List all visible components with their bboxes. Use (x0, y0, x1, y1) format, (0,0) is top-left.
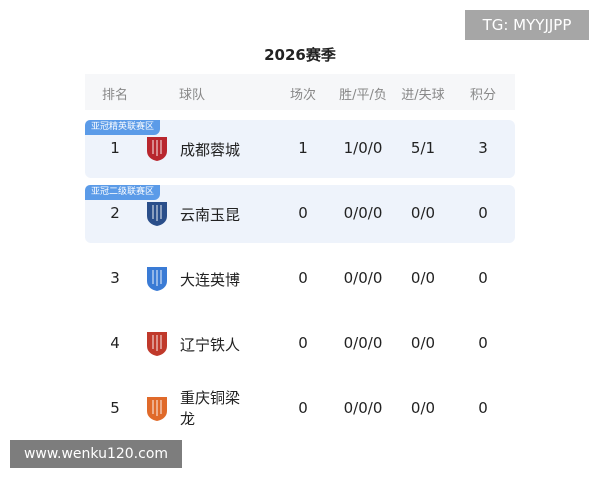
points: 0 (478, 334, 488, 352)
table-row[interactable]: 4 辽宁铁人 0 0/0/0 0/0 0 (85, 315, 515, 373)
points: 0 (478, 399, 488, 417)
rank: 3 (110, 269, 120, 287)
watermark-top: TG: MYYJJPP (465, 10, 589, 40)
zone-tag: 亚冠精英联赛区 (85, 120, 161, 135)
played: 0 (298, 334, 308, 352)
team-name[interactable]: 大连英博 (180, 271, 241, 289)
goals: 0/0 (410, 399, 436, 417)
header-wdl: 胜/平/负 (339, 88, 387, 103)
yunnan-yukun-crest-icon (147, 202, 167, 226)
liaoning-tieren-crest-icon (147, 332, 167, 356)
rank: 5 (110, 399, 120, 417)
goals: 0/0 (410, 269, 436, 287)
played: 1 (298, 139, 308, 157)
team-name[interactable]: 辽宁铁人 (180, 336, 241, 354)
played: 0 (298, 269, 308, 287)
points: 0 (478, 204, 488, 222)
table-row[interactable]: 亚冠二级联赛区 2 云南玉昆 0 0/0/0 0/0 0 (85, 185, 515, 243)
rank: 2 (110, 204, 120, 222)
wdl: 0/0/0 (343, 334, 383, 352)
header-rank: 排名 (101, 88, 129, 103)
points: 0 (478, 269, 488, 287)
header-goals: 进/失球 (401, 88, 445, 103)
zone-tag: 亚冠二级联赛区 (85, 185, 161, 200)
wdl: 0/0/0 (343, 399, 383, 417)
chengdu-rongcheng-crest-icon (147, 137, 167, 161)
header-team: 球队 (178, 88, 206, 103)
chongqing-tongliang-crest-icon (147, 397, 167, 421)
goals: 0/0 (410, 204, 436, 222)
table-header: 排名 球队 场次 胜/平/负 进/失球 积分 (85, 74, 515, 110)
team-name[interactable]: 云南玉昆 (180, 206, 241, 224)
table-row[interactable]: 3 大连英博 0 0/0/0 0/0 0 (85, 250, 515, 308)
table-row[interactable]: 5 重庆铜梁龙 0 0/0/0 0/0 0 (85, 380, 515, 438)
wdl: 0/0/0 (343, 204, 383, 222)
points: 3 (478, 139, 488, 157)
team-name[interactable]: 重庆铜梁龙 (180, 389, 241, 428)
wdl: 0/0/0 (343, 269, 383, 287)
rank: 4 (110, 334, 120, 352)
played: 0 (298, 204, 308, 222)
played: 0 (298, 399, 308, 417)
table-row[interactable]: 亚冠精英联赛区 1 成都蓉城 1 1/0/0 5/1 3 (85, 120, 515, 178)
watermark-bottom: www.wenku120.com (10, 440, 182, 468)
dalian-yingbo-crest-icon (147, 267, 167, 291)
goals: 0/0 (410, 334, 436, 352)
team-name[interactable]: 成都蓉城 (180, 141, 241, 159)
header-played: 场次 (289, 88, 317, 103)
goals: 5/1 (410, 139, 436, 157)
season-title: 2026赛季 (264, 46, 336, 64)
wdl: 1/0/0 (343, 139, 383, 157)
header-points: 积分 (469, 88, 497, 103)
rank: 1 (110, 139, 120, 157)
